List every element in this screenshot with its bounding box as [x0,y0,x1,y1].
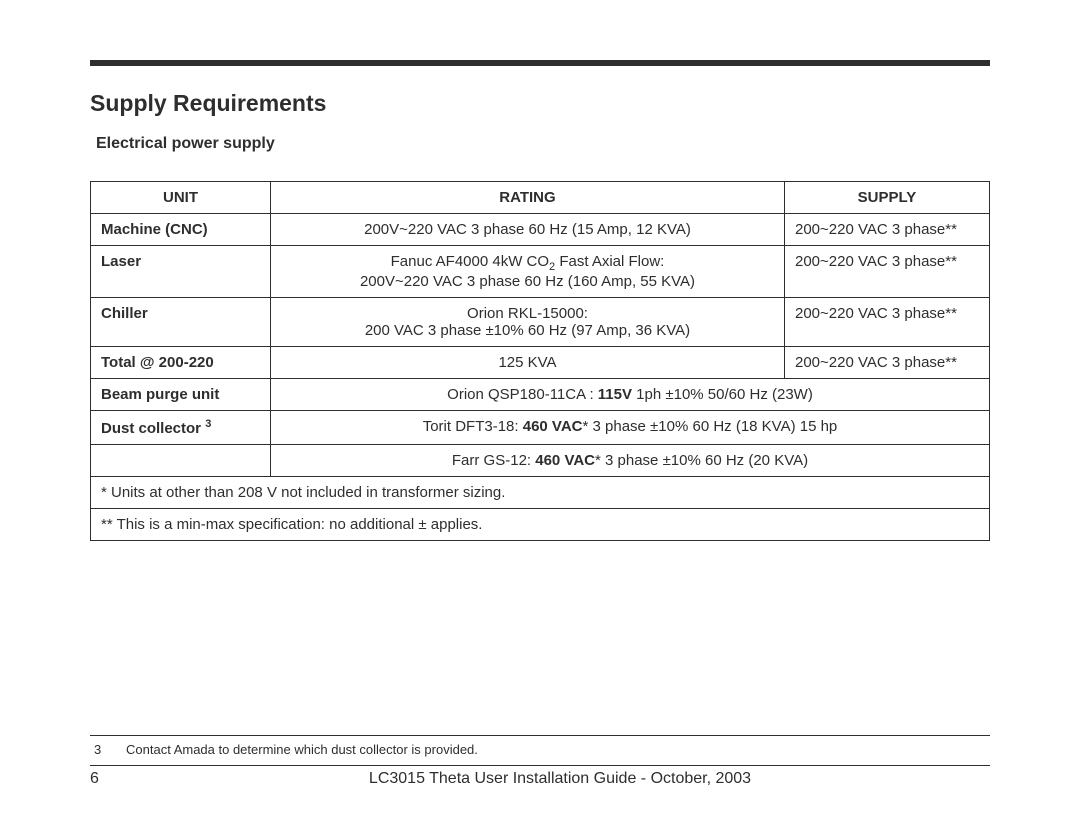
table-note-row: ** This is a min-max specification: no a… [91,509,990,541]
cell-supply: 200~220 VAC 3 phase** [785,214,990,246]
cell-supply: 200~220 VAC 3 phase** [785,347,990,379]
table-row: Machine (CNC) 200V~220 VAC 3 phase 60 Hz… [91,214,990,246]
cell-unit: Chiller [91,298,271,347]
subsection-title: Electrical power supply [96,135,990,153]
cell-supply: 200~220 VAC 3 phase** [785,298,990,347]
header-rating: RATING [271,182,785,214]
footer-rule [90,765,990,766]
table-note-row: * Units at other than 208 V not included… [91,477,990,509]
top-rule [90,60,990,66]
cell-rating: Orion RKL-15000: 200 VAC 3 phase ±10% 60… [271,298,785,347]
text: Farr GS-12: [452,452,535,469]
text: * 3 phase ±10% 60 Hz (18 KVA) 15 hp [583,418,838,435]
cell-rating: 200V~220 VAC 3 phase 60 Hz (15 Amp, 12 K… [271,214,785,246]
text: 200V~220 VAC 3 phase 60 Hz (160 Amp, 55 … [360,273,695,290]
footer-title: LC3015 Theta User Installation Guide - O… [130,770,990,788]
bold-text: 115V [598,386,632,403]
cell-unit: Beam purge unit [91,379,271,411]
text: * 3 phase ±10% 60 Hz (20 KVA) [595,452,808,469]
section-title: Supply Requirements [90,90,990,117]
superscript: 3 [205,418,211,430]
footnote-block: 3 Contact Amada to determine which dust … [90,735,990,788]
text: Fanuc AF4000 4kW CO [391,253,549,270]
table-row: Farr GS-12: 460 VAC* 3 phase ±10% 60 Hz … [91,445,990,477]
note-cell: * Units at other than 208 V not included… [91,477,990,509]
table-row: Total @ 200-220 125 KVA 200~220 VAC 3 ph… [91,347,990,379]
cell-unit: Machine (CNC) [91,214,271,246]
page-footer: 6 LC3015 Theta User Installation Guide -… [90,770,990,788]
text: Fast Axial Flow: [555,253,664,270]
header-supply: SUPPLY [785,182,990,214]
footnote-line: 3 Contact Amada to determine which dust … [90,742,990,757]
text: Orion QSP180-11CA : [447,386,598,403]
cell-unit: Total @ 200-220 [91,347,271,379]
footnote-rule [90,735,990,736]
cell-unit: Dust collector 3 [91,411,271,445]
table-row: Beam purge unit Orion QSP180-11CA : 115V… [91,379,990,411]
text: Torit DFT3-18: [423,418,523,435]
cell-unit: Laser [91,246,271,298]
cell-rating: Torit DFT3-18: 460 VAC* 3 phase ±10% 60 … [271,411,990,445]
cell-rating: Farr GS-12: 460 VAC* 3 phase ±10% 60 Hz … [271,445,990,477]
table-header-row: UNIT RATING SUPPLY [91,182,990,214]
cell-rating: Orion QSP180-11CA : 115V 1ph ±10% 50/60 … [271,379,990,411]
page-number: 6 [90,770,130,788]
cell-unit-empty [91,445,271,477]
table-row: Dust collector 3 Torit DFT3-18: 460 VAC*… [91,411,990,445]
text: 1ph ±10% 50/60 Hz (23W) [632,386,813,403]
note-cell: ** This is a min-max specification: no a… [91,509,990,541]
cell-supply: 200~220 VAC 3 phase** [785,246,990,298]
text: 200 VAC 3 phase ±10% 60 Hz (97 Amp, 36 K… [365,322,690,339]
footnote-number: 3 [94,742,108,757]
header-unit: UNIT [91,182,271,214]
text: Orion RKL-15000: [467,305,588,322]
table-row: Chiller Orion RKL-15000: 200 VAC 3 phase… [91,298,990,347]
text: Dust collector [101,420,205,437]
bold-text: 460 VAC [535,452,595,469]
cell-rating: Fanuc AF4000 4kW CO2 Fast Axial Flow: 20… [271,246,785,298]
spec-table: UNIT RATING SUPPLY Machine (CNC) 200V~22… [90,181,990,541]
cell-rating: 125 KVA [271,347,785,379]
footnote-text: Contact Amada to determine which dust co… [126,742,478,757]
bold-text: 460 VAC [523,418,583,435]
table-row: Laser Fanuc AF4000 4kW CO2 Fast Axial Fl… [91,246,990,298]
